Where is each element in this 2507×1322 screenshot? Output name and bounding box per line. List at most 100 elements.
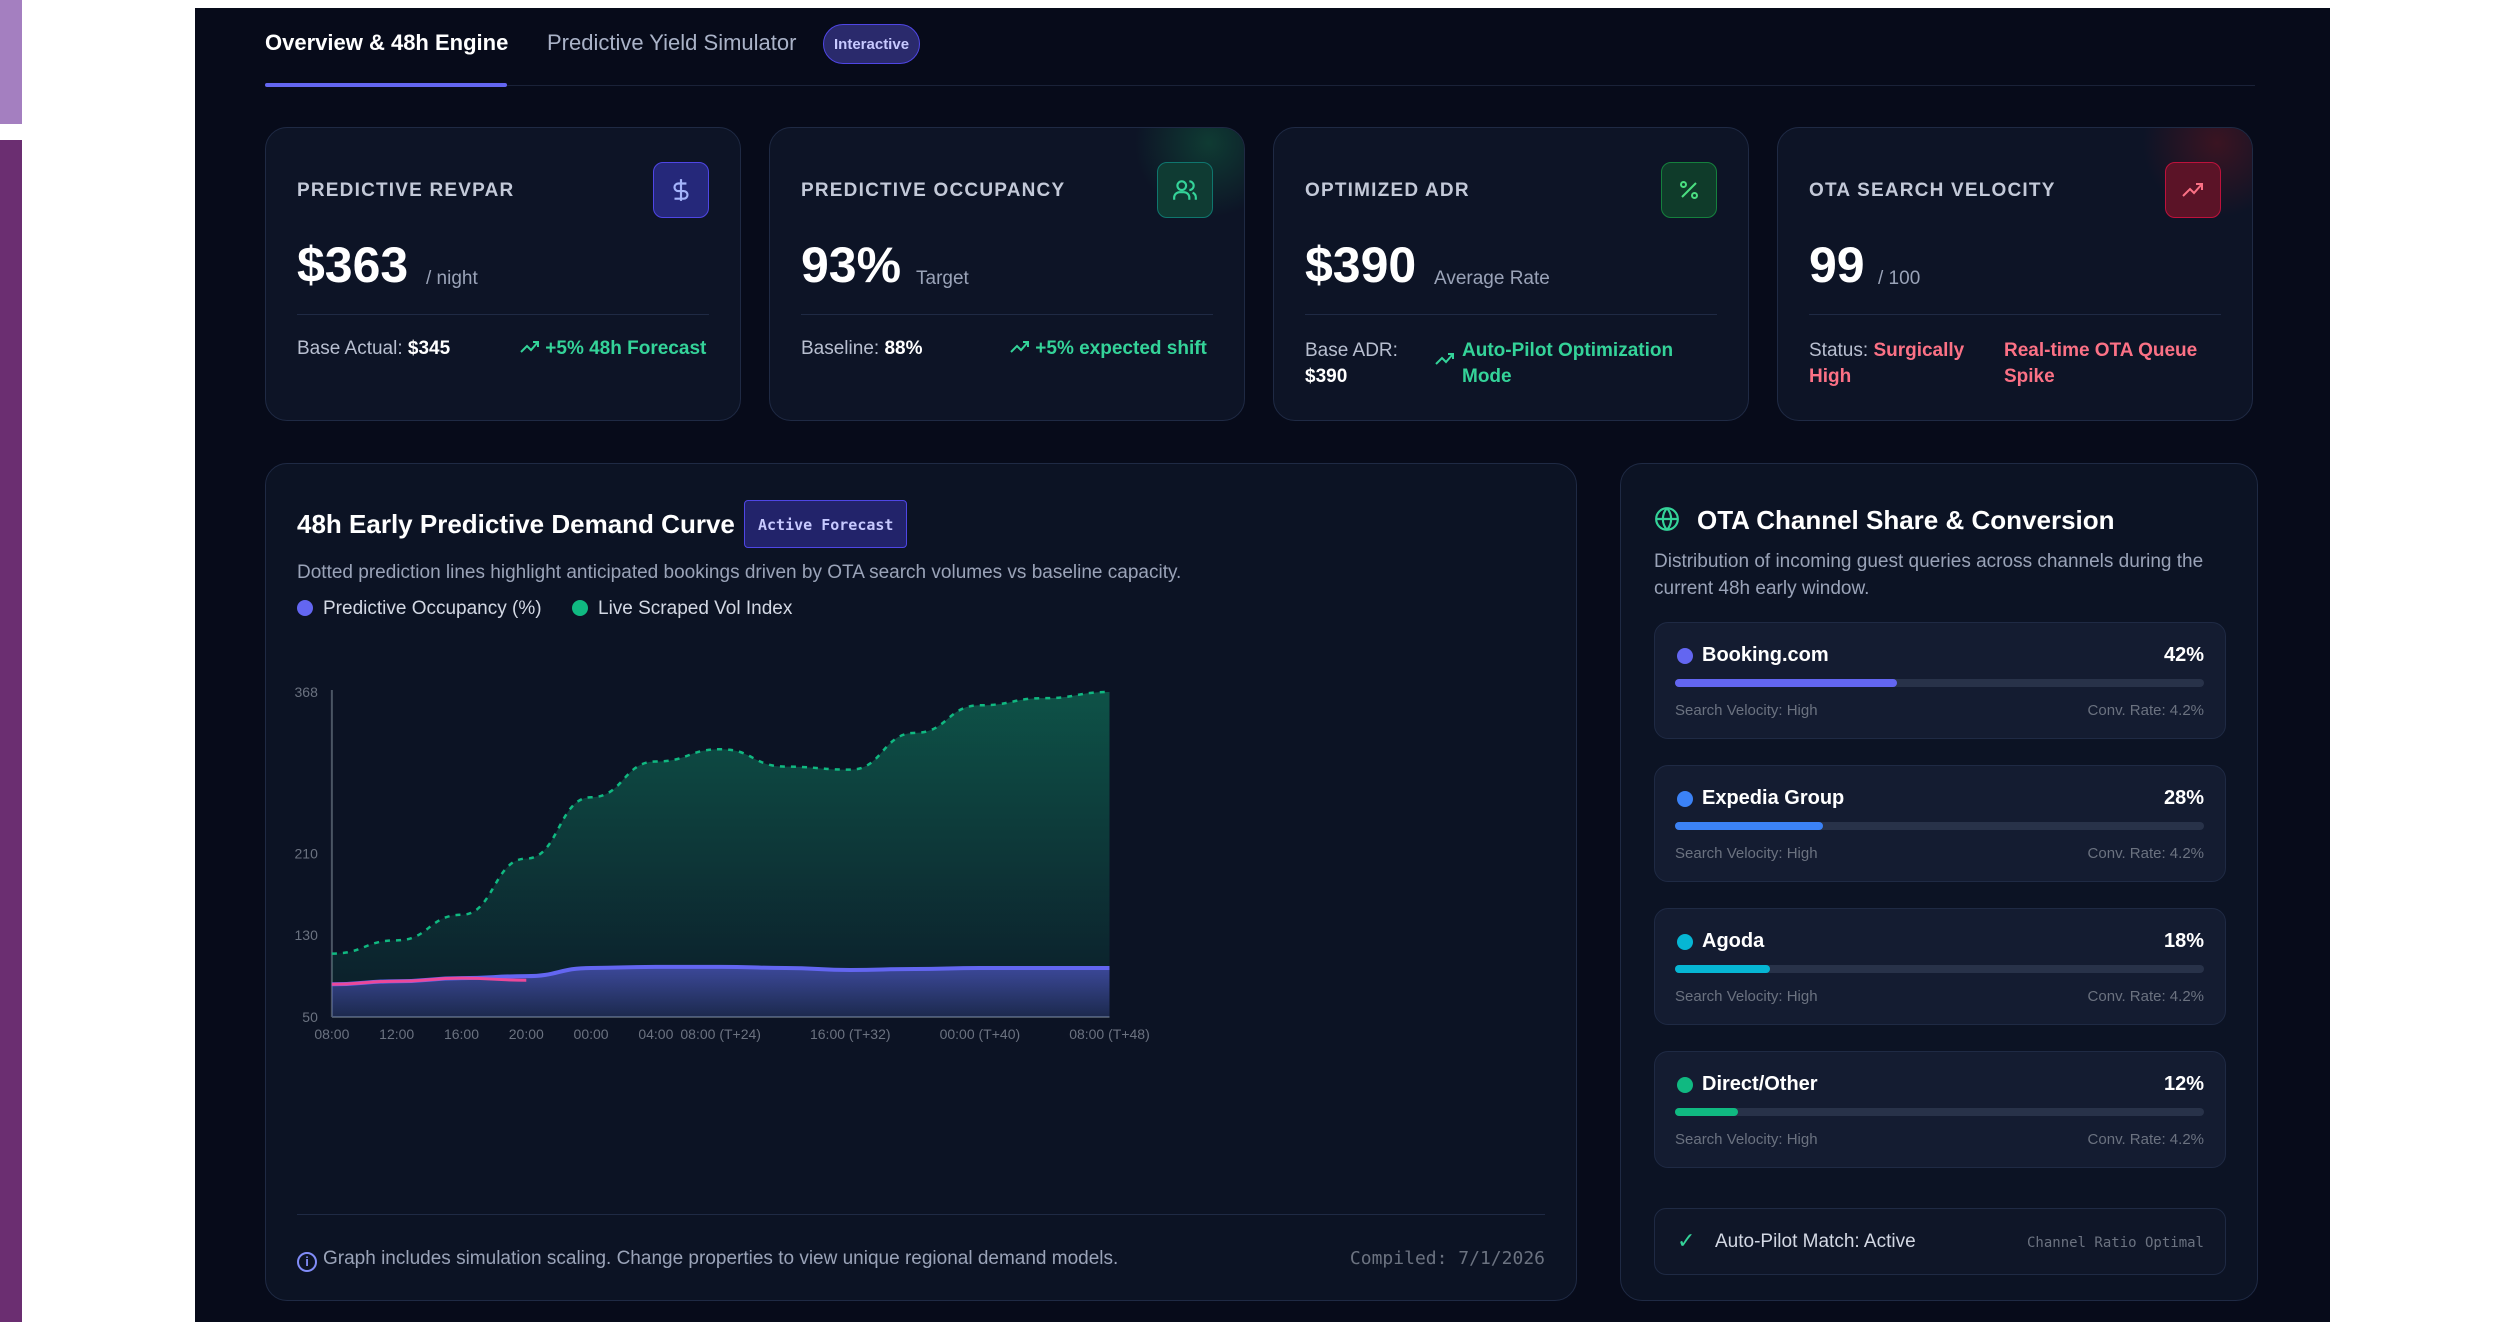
kpi-trend: +5% 48h Forecast xyxy=(520,338,706,360)
kpi-card-revpar: PREDICTIVE REVPAR $363 / night Base Actu… xyxy=(265,127,741,421)
channel-dot xyxy=(1677,791,1693,807)
dollar-icon xyxy=(653,162,709,218)
autopilot-label: Auto-Pilot Match: Active xyxy=(1715,1231,1916,1252)
y-tick-label: 50 xyxy=(302,1009,318,1025)
search-velocity: Search Velocity: High xyxy=(1675,988,1818,1005)
alert-text: Real-time OTA Queue xyxy=(2004,340,2198,361)
channel-share: 12% xyxy=(2163,1073,2204,1095)
base-label: Baseline: xyxy=(801,338,880,359)
trend-text: +5% 48h Forecast xyxy=(545,338,707,359)
divider xyxy=(1305,314,1717,315)
y-tick-label: 130 xyxy=(295,927,319,943)
channel-card-booking[interactable]: Booking.com 42% Search Velocity: High Co… xyxy=(1654,622,2226,739)
interactive-badge: Interactive xyxy=(823,24,921,64)
channel-ratio-status: Channel Ratio Optimal xyxy=(2026,1235,2204,1251)
channel-card-expedia[interactable]: Expedia Group 28% Search Velocity: High … xyxy=(1654,765,2226,882)
channel-share: 42% xyxy=(2163,644,2204,666)
channel-share: 18% xyxy=(2163,930,2204,952)
alert-text: Spike xyxy=(2004,366,2055,387)
check-icon: ✓ xyxy=(1677,1228,1696,1253)
tab-overview[interactable]: Overview & 48h Engine xyxy=(265,30,509,55)
kpi-alert: Real-time OTA Queue Spike xyxy=(2004,338,2197,390)
trend-text: Auto-Pilot Optimization xyxy=(1462,340,1674,361)
channel-card-direct[interactable]: Direct/Other 12% Search Velocity: High C… xyxy=(1654,1051,2226,1168)
chart-title: 48h Early Predictive Demand Curve xyxy=(297,509,735,539)
globe-icon xyxy=(1655,507,1679,531)
kpi-unit: / night xyxy=(426,268,478,289)
ota-subtitle: Distribution of incoming guest queries a… xyxy=(1654,551,2204,599)
percent-icon xyxy=(1661,162,1717,218)
compiled-date: Compiled: 7/1/2026 xyxy=(1349,1248,1545,1269)
legend-label: Predictive Occupancy (%) xyxy=(323,598,542,619)
channel-name: Agoda xyxy=(1702,930,1765,952)
conversion-rate: Conv. Rate: 4.2% xyxy=(2087,702,2204,719)
trending-up-icon xyxy=(1010,341,1029,353)
x-tick-label: 00:00 (T+40) xyxy=(940,1026,1021,1042)
share-bar-fill xyxy=(1675,679,1898,687)
series-area-occupancy xyxy=(331,966,1110,1017)
users-icon xyxy=(1157,162,1213,218)
base-label: Base Actual: xyxy=(297,338,403,359)
y-tick-label: 210 xyxy=(295,845,319,861)
kpi-card-ota-velocity: OTA SEARCH VELOCITY 99 / 100 Status: Sur… xyxy=(1777,127,2253,421)
window-edge-strip xyxy=(0,0,22,124)
kpi-unit: Target xyxy=(916,268,969,289)
kpi-card-adr: OPTIMIZED ADR $390 Average Rate Base ADR… xyxy=(1273,127,1749,421)
channel-name: Direct/Other xyxy=(1702,1073,1818,1095)
share-bar xyxy=(1675,679,2204,687)
x-tick-label: 08:00 xyxy=(314,1026,349,1042)
kpi-label: PREDICTIVE OCCUPANCY xyxy=(801,180,1066,201)
channel-dot xyxy=(1677,934,1693,950)
actual-segment-line xyxy=(331,976,527,986)
x-tick-label: 00:00 xyxy=(574,1026,609,1042)
conversion-rate: Conv. Rate: 4.2% xyxy=(2087,1131,2204,1148)
ota-channel-panel: OTA Channel Share & Conversion Distribut… xyxy=(1620,463,2258,1301)
share-bar-fill xyxy=(1675,1108,1739,1116)
kpi-label: OTA SEARCH VELOCITY xyxy=(1809,180,2056,201)
kpi-trend: Auto-Pilot Optimization Mode xyxy=(1462,338,1673,390)
channel-card-agoda[interactable]: Agoda 18% Search Velocity: High Conv. Ra… xyxy=(1654,908,2226,1025)
kpi-status: Status: Surgically High xyxy=(1809,338,1964,390)
kpi-value: 99 xyxy=(1809,237,1865,293)
tab-yield-simulator[interactable]: Predictive Yield Simulator xyxy=(547,30,797,55)
autopilot-status: ✓ Auto-Pilot Match: Active Channel Ratio… xyxy=(1654,1208,2226,1275)
status-value: High xyxy=(1809,366,1852,387)
trending-up-icon xyxy=(520,341,539,353)
share-bar-fill xyxy=(1675,965,1771,973)
divider xyxy=(297,1214,1545,1215)
window-edge-strip xyxy=(0,140,22,1322)
kpi-value: $390 xyxy=(1305,237,1417,293)
ota-title: OTA Channel Share & Conversion xyxy=(1697,505,2115,535)
demand-chart-panel: 48h Early Predictive Demand Curve Active… xyxy=(265,463,1577,1301)
kpi-unit: / 100 xyxy=(1878,268,1921,289)
legend-dot xyxy=(572,600,588,616)
channel-share: 28% xyxy=(2163,787,2204,809)
status-label: Status: xyxy=(1809,340,1869,361)
chart-subtitle: Dotted prediction lines highlight antici… xyxy=(297,562,1182,583)
dashboard-app: Overview & 48h Engine Predictive Yield S… xyxy=(195,8,2330,1322)
channel-name: Booking.com xyxy=(1702,644,1829,666)
series-area-scraped-vol xyxy=(331,692,1110,1017)
legend-item-occupancy[interactable]: Predictive Occupancy (%) xyxy=(297,598,542,620)
legend-dot xyxy=(297,600,313,616)
share-bar xyxy=(1675,1108,2204,1116)
demand-chart[interactable]: 50 130 210 368 08:00 12:00 16:00 20:00 00:00 04:0… xyxy=(266,644,1578,1204)
base-value: 88% xyxy=(884,338,923,359)
x-tick-label: 12:00 xyxy=(379,1026,414,1042)
share-bar-fill xyxy=(1675,822,1824,830)
channel-name: Expedia Group xyxy=(1702,787,1845,809)
trend-text: +5% expected shift xyxy=(1035,338,1207,359)
legend-item-scraped-vol[interactable]: Live Scraped Vol Index xyxy=(572,598,792,620)
kpi-label: OPTIMIZED ADR xyxy=(1305,180,1470,201)
x-tick-label: 08:00 (T+24) xyxy=(680,1026,761,1042)
kpi-base: Base ADR: $390 xyxy=(1305,338,1398,390)
search-velocity: Search Velocity: High xyxy=(1675,845,1818,862)
divider xyxy=(297,314,709,315)
tab-bar xyxy=(265,8,2255,86)
kpi-base: Base Actual: $345 xyxy=(297,338,450,360)
x-tick-label: 20:00 xyxy=(509,1026,544,1042)
kpi-card-occupancy: PREDICTIVE OCCUPANCY 93% Target Baseline… xyxy=(769,127,1245,421)
y-tick-label: 368 xyxy=(295,684,319,700)
active-forecast-badge: Active Forecast xyxy=(744,500,908,548)
